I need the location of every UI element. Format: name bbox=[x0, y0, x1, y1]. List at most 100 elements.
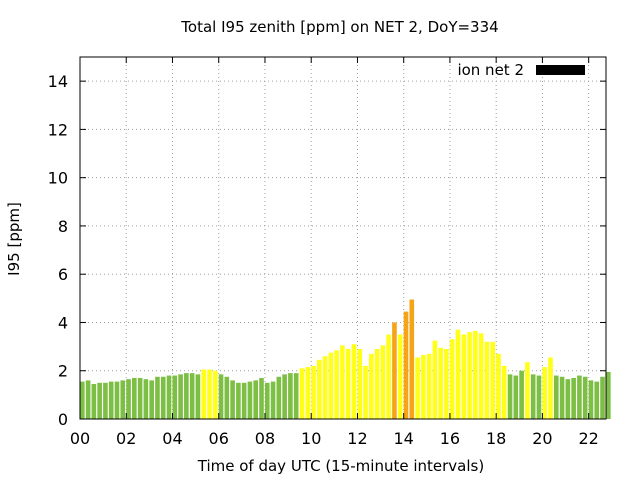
bar bbox=[397, 334, 403, 419]
bar bbox=[432, 340, 438, 419]
y-axis-title: I95 [ppm] bbox=[5, 202, 23, 276]
bar bbox=[126, 379, 131, 419]
bar bbox=[542, 367, 548, 419]
bar bbox=[559, 376, 565, 419]
bar bbox=[507, 374, 513, 419]
x-tick-label: 02 bbox=[116, 429, 136, 448]
bar bbox=[264, 382, 270, 419]
x-tick-label: 22 bbox=[578, 429, 598, 448]
y-tick-label: 6 bbox=[58, 265, 68, 284]
bar bbox=[299, 368, 305, 419]
bar bbox=[184, 373, 189, 419]
bar bbox=[259, 377, 264, 419]
y-tick-label: 14 bbox=[48, 72, 68, 91]
bar bbox=[409, 299, 415, 419]
x-axis-title: Time of day UTC (15-minute intervals) bbox=[197, 457, 484, 475]
bar bbox=[80, 381, 85, 419]
bar bbox=[345, 349, 351, 419]
bar bbox=[392, 322, 397, 419]
bar bbox=[91, 384, 97, 419]
x-tick-labels: 00 02 04 06 08 10 12 14 16 18 20 22 bbox=[70, 429, 599, 448]
x-tick-label: 20 bbox=[532, 429, 552, 448]
bar bbox=[513, 375, 519, 419]
bar bbox=[85, 380, 91, 419]
x-tick-label: 08 bbox=[255, 429, 275, 448]
legend: ion net 2 bbox=[457, 61, 585, 79]
bar bbox=[369, 353, 374, 419]
bar bbox=[149, 380, 154, 419]
bar bbox=[484, 341, 490, 419]
y-tick-label: 2 bbox=[58, 362, 68, 381]
bar bbox=[340, 345, 345, 419]
bar bbox=[322, 356, 328, 419]
x-tick-label: 16 bbox=[440, 429, 460, 448]
bar bbox=[530, 374, 536, 419]
chart-title: Total I95 zenith [ppm] on NET 2, DoY=334 bbox=[180, 18, 498, 36]
bar bbox=[426, 353, 432, 419]
bar bbox=[201, 369, 206, 419]
bar bbox=[449, 339, 455, 419]
bar bbox=[103, 382, 108, 419]
bar bbox=[582, 376, 588, 419]
bar bbox=[606, 371, 611, 419]
bar bbox=[588, 380, 594, 419]
bar bbox=[403, 311, 409, 419]
bar bbox=[351, 344, 357, 419]
bars bbox=[80, 299, 611, 419]
bar bbox=[253, 380, 259, 419]
bar bbox=[288, 373, 293, 419]
bar bbox=[565, 379, 571, 419]
y-tick-label: 8 bbox=[58, 217, 68, 236]
ticks bbox=[79, 57, 606, 420]
x-tick-label: 04 bbox=[162, 429, 182, 448]
bar bbox=[120, 380, 126, 419]
y-tick-label: 0 bbox=[58, 410, 68, 429]
bar bbox=[600, 376, 605, 419]
bar bbox=[444, 349, 449, 419]
bar bbox=[374, 349, 380, 419]
legend-swatch bbox=[536, 65, 585, 75]
bar bbox=[108, 381, 114, 419]
bar bbox=[282, 374, 287, 419]
bar bbox=[548, 357, 553, 419]
bar bbox=[218, 374, 224, 419]
bar bbox=[247, 381, 253, 419]
legend-label: ion net 2 bbox=[457, 61, 524, 79]
bar bbox=[455, 329, 461, 419]
x-tick-label: 14 bbox=[394, 429, 414, 448]
bar bbox=[461, 334, 467, 419]
bar bbox=[155, 376, 160, 419]
bar bbox=[212, 370, 218, 419]
y-tick-labels: 0 2 4 6 8 10 12 14 bbox=[48, 72, 68, 429]
bar bbox=[467, 332, 472, 419]
bar bbox=[571, 377, 576, 419]
bar bbox=[293, 373, 299, 419]
bar bbox=[189, 373, 195, 419]
bar bbox=[334, 350, 339, 419]
bar bbox=[311, 365, 316, 419]
bar bbox=[328, 352, 334, 419]
bar bbox=[97, 382, 102, 419]
bar bbox=[525, 362, 530, 419]
grid bbox=[80, 57, 606, 419]
bar bbox=[143, 379, 149, 419]
bar bbox=[478, 333, 484, 419]
bar bbox=[114, 381, 120, 419]
bar bbox=[496, 353, 501, 419]
bar bbox=[316, 359, 322, 419]
bar bbox=[172, 375, 178, 419]
bar bbox=[160, 376, 166, 419]
bar bbox=[473, 330, 478, 419]
y-tick-label: 4 bbox=[58, 313, 68, 332]
y-tick-label: 10 bbox=[48, 169, 68, 188]
bar bbox=[166, 375, 172, 419]
bar bbox=[178, 374, 183, 419]
x-tick-label: 06 bbox=[209, 429, 229, 448]
bar bbox=[594, 381, 600, 419]
bar bbox=[553, 375, 559, 419]
bar bbox=[270, 381, 276, 419]
bar bbox=[305, 367, 311, 419]
bar bbox=[207, 369, 212, 419]
bar bbox=[137, 377, 143, 419]
